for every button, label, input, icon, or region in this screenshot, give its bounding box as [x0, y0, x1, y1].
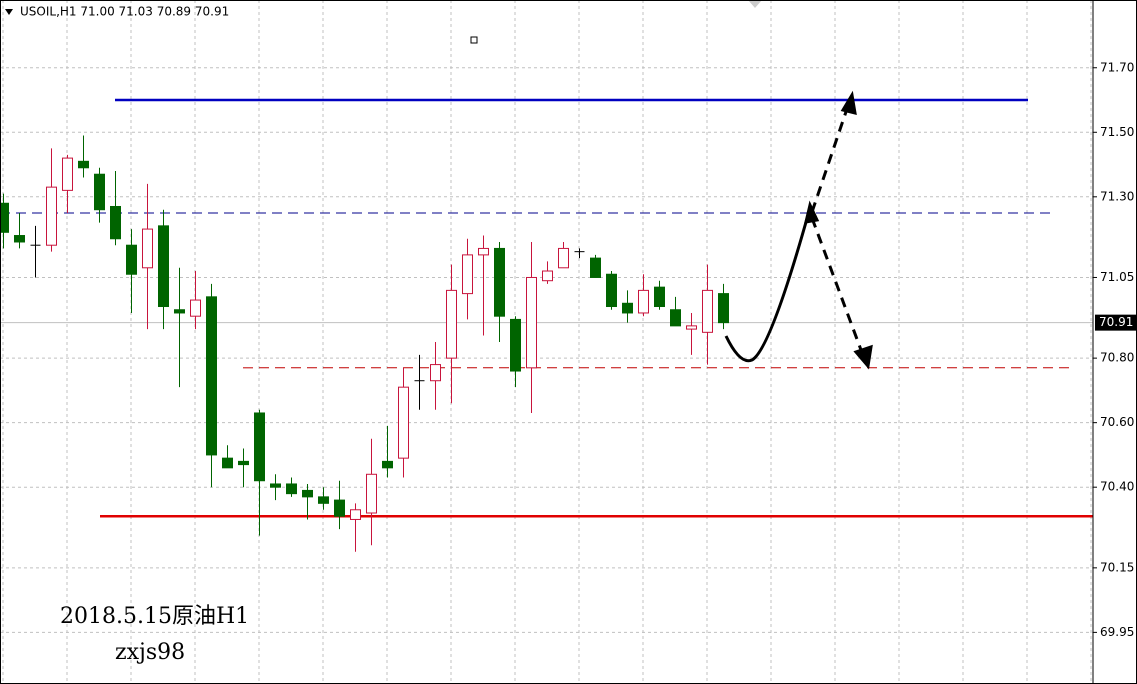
candle-body [398, 386, 409, 459]
grid [0, 0, 1093, 684]
candle-body [622, 302, 633, 314]
dropdown-icon[interactable] [5, 9, 13, 15]
candle-body [510, 318, 521, 372]
arrow-head [853, 344, 873, 370]
projection-down [810, 217, 866, 359]
scroll-marker [748, 0, 762, 8]
y-tick-label: 70.60 [1100, 415, 1134, 429]
candle-body [702, 289, 713, 333]
candle-body [302, 489, 313, 498]
chart-title: USOIL,H1 71.00 71.03 70.89 70.91 [20, 5, 229, 19]
candle-body [542, 270, 553, 282]
price-tag-label: 70.91 [1099, 315, 1133, 329]
candle-body [174, 309, 185, 314]
candle-body [62, 157, 73, 191]
candle-body [590, 257, 601, 278]
projection-curve [724, 214, 810, 363]
y-tick-label: 70.15 [1100, 560, 1134, 574]
candle-body [126, 244, 137, 275]
candle-body [366, 473, 377, 514]
candle-body [222, 457, 233, 469]
candle-body [478, 247, 489, 256]
candle-body [334, 499, 345, 517]
annotation: 2018.5.15原油H1 [60, 604, 249, 629]
arrow-head [804, 200, 820, 224]
candle-body [350, 509, 361, 520]
candle-body [270, 483, 281, 488]
candle-body [686, 325, 697, 330]
candle-body [78, 160, 89, 169]
y-tick-label: 71.05 [1100, 270, 1134, 284]
plot [0, 98, 1093, 552]
candle-body [382, 460, 393, 469]
candle-body [238, 460, 249, 466]
candle-body [46, 186, 57, 246]
y-tick-label: 69.95 [1100, 625, 1134, 639]
candle-body [190, 299, 201, 317]
candle-body [206, 296, 217, 456]
candle-body [654, 286, 665, 308]
candle-body [446, 289, 457, 359]
candle-body [526, 276, 537, 369]
candle-body [158, 225, 169, 308]
candle-body [430, 364, 441, 382]
y-tick-label: 71.50 [1100, 125, 1134, 139]
candle-body [94, 173, 105, 211]
candle-body [254, 412, 265, 482]
candle-body [670, 309, 681, 327]
y-tick-label: 71.30 [1100, 189, 1134, 203]
candle-body [558, 247, 569, 269]
candle-body [286, 483, 297, 495]
annotation: zxjs98 [115, 640, 185, 665]
candle-body [0, 202, 9, 233]
y-tick-label: 70.80 [1100, 351, 1134, 365]
projection-up [810, 99, 852, 213]
candle-body [606, 273, 617, 308]
candle-body [14, 235, 25, 243]
candle-body [638, 289, 649, 314]
price-tag [1095, 314, 1137, 331]
candle-body [494, 247, 505, 317]
candle-body [110, 205, 121, 240]
arrow-head [840, 90, 857, 116]
candle-body [462, 254, 473, 295]
candle-body [718, 293, 729, 324]
marker [470, 36, 478, 44]
y-tick-label: 71.70 [1100, 60, 1134, 74]
y-tick-label: 70.40 [1100, 480, 1134, 494]
projection [724, 90, 873, 370]
candle-body [318, 496, 329, 504]
candle-body [142, 228, 153, 269]
